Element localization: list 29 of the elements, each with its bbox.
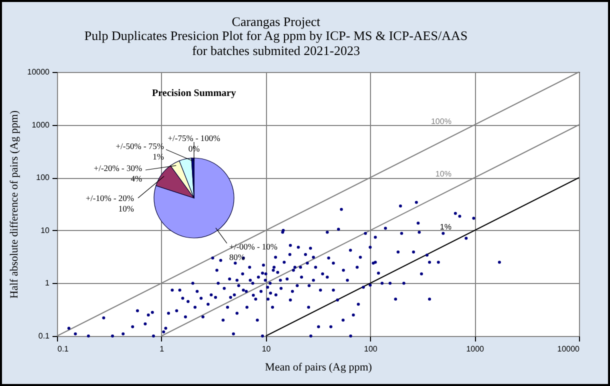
y-tick-label: 1 <box>45 278 50 288</box>
x-tick-label: 100 <box>364 344 378 354</box>
series-label: 1% <box>440 222 452 232</box>
data-label: 1% <box>152 152 164 162</box>
y-tick-label: 10000 <box>27 68 50 76</box>
chart-title: Carangas Project <box>232 14 321 29</box>
y-tick-label: 100 <box>36 173 50 182</box>
slice-label: +/-00% - 10% <box>229 242 278 252</box>
y-tick-label: 10 <box>40 226 50 235</box>
y-tick-label: 0.1 <box>38 332 50 340</box>
x-tick-label: 1000 <box>466 344 485 354</box>
x-tick-label: 1 <box>160 344 165 354</box>
x-tick-label: 10000 <box>557 344 580 354</box>
y-axis-title: Half absolute difference of pairs (Ag ppm) <box>8 110 20 298</box>
chart-title: Precision Summary <box>152 88 236 99</box>
x-tick-label: 0.1 <box>58 344 70 354</box>
data-label: 10% <box>118 204 134 214</box>
chart-subtitle: Pulp Duplicates Presicion Plot for Ag ppm by ICP- MS & ICP-AES/AAS for batches submited 2021-2023 <box>84 28 468 58</box>
x-axis-title: Mean of pairs (Ag ppm) <box>265 362 372 374</box>
data-label: 4% <box>130 174 142 184</box>
series-label: 10% <box>435 170 452 179</box>
slice-label: +/-50% - 75% <box>116 141 164 152</box>
slice-label: +/-20% - 30% <box>94 163 142 173</box>
data-label: 80% <box>229 252 245 262</box>
series-label: 100% <box>430 116 452 126</box>
x-tick-label: 10 <box>262 344 272 354</box>
y-tick-label: 1000 <box>32 120 50 130</box>
slice-label: +/-10% - 20% <box>86 193 134 203</box>
category-label: +/-75% - 100% <box>168 133 220 143</box>
